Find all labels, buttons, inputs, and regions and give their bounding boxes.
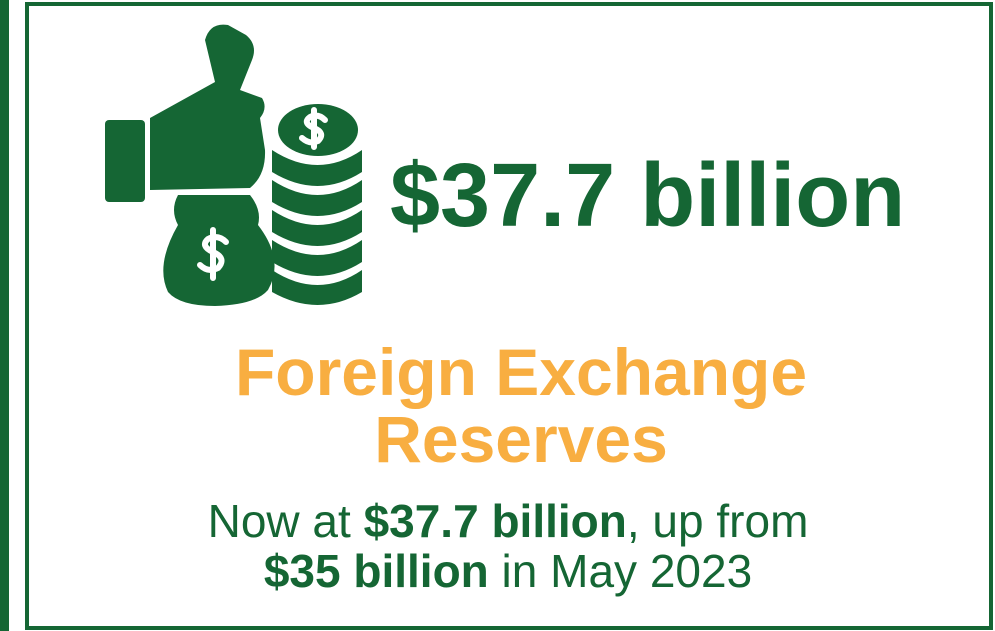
- description-line: Now at $37.7 billion, up from: [208, 495, 809, 547]
- bag: [163, 195, 275, 306]
- text-segment: , up from: [627, 495, 809, 547]
- frame: [25, 2, 993, 630]
- coin: [272, 210, 362, 246]
- coin: [272, 240, 362, 276]
- dollar-marks: [197, 107, 328, 281]
- coin: [272, 150, 362, 186]
- coin: [272, 180, 362, 216]
- side-bar: [0, 0, 9, 631]
- headline: $37.7 billion: [390, 146, 905, 246]
- text-segment: Now at: [208, 495, 364, 547]
- cuff: [105, 120, 145, 202]
- title-line: Reserves: [374, 402, 668, 476]
- description-line: $35 billion in May 2023: [264, 545, 752, 597]
- coin: [272, 270, 362, 305]
- hand: [150, 24, 266, 191]
- description: Now at $37.7 billion, up from$35 billion…: [208, 495, 809, 597]
- title-line: Foreign Exchange: [235, 335, 807, 409]
- emphasis: $37.7 billion: [364, 495, 627, 547]
- emphasis: $35 billion: [264, 545, 489, 597]
- text-segment: in May 2023: [489, 545, 752, 597]
- money-icon: [105, 24, 362, 306]
